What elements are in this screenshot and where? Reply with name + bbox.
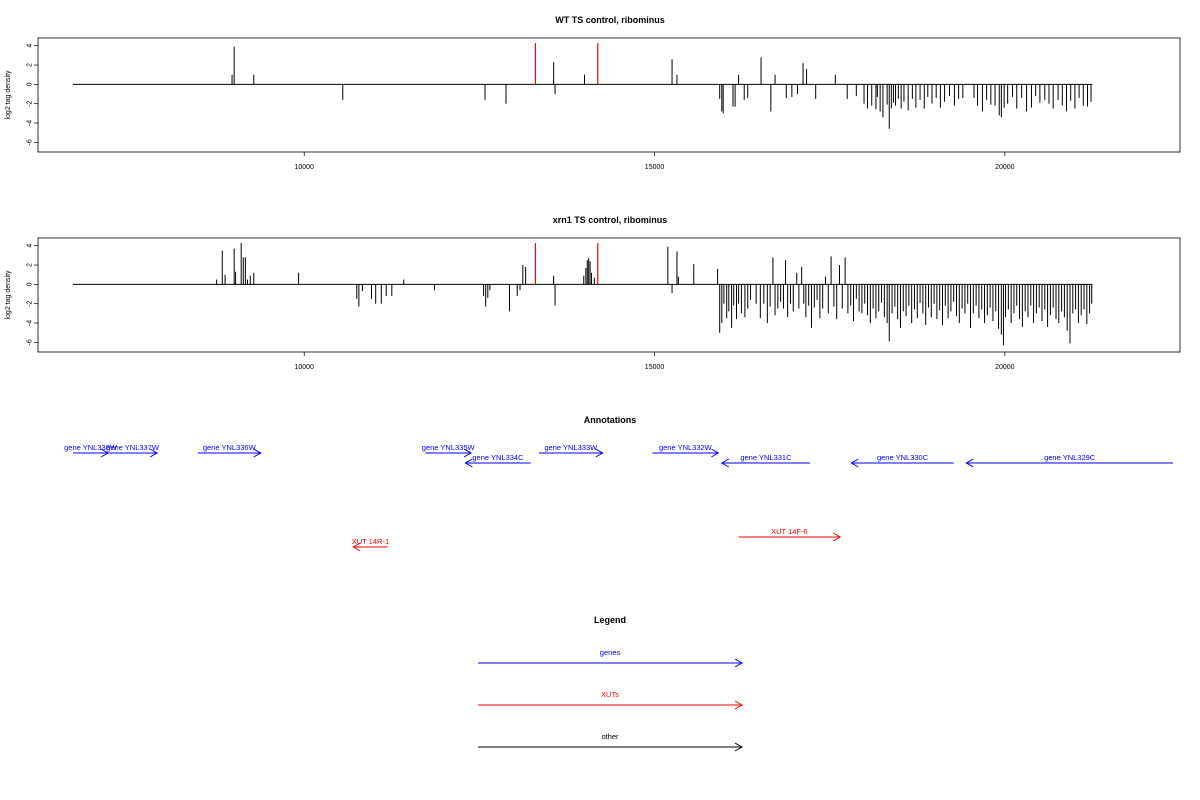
gene-arrow (652, 448, 720, 458)
xut-label: XUT 14F-6 (771, 527, 808, 536)
x-tick-label: 15000 (645, 164, 665, 171)
gene-arrow (73, 448, 110, 458)
feature-arrow-head (734, 742, 744, 752)
legend-gene-arrow (478, 658, 744, 668)
annotations-title: Annotations (584, 415, 637, 425)
legend-gene-label: genes (600, 648, 621, 657)
feature-arrow-head (100, 448, 110, 458)
y-tick-label: 2 (27, 63, 34, 67)
y-tick-label: -2 (27, 300, 34, 306)
y-tick-label: 0 (27, 282, 34, 286)
y-tick-label: 4 (27, 244, 34, 248)
x-tick-label: 20000 (995, 364, 1015, 371)
xrn1-plot-frame (37, 237, 1181, 353)
y-tick-label: -4 (27, 320, 34, 326)
xrn1-track-title: xrn1 TS control, ribominus (553, 215, 668, 225)
gene-label: gene YNL329C (1044, 453, 1096, 462)
gene-arrow (720, 458, 811, 468)
feature-arrow-head (595, 448, 604, 458)
feature-arrow-head (832, 532, 842, 542)
gene-arrow (108, 448, 159, 458)
wt-plot-frame (37, 37, 1181, 153)
xut-label: XUT 14R-1 (352, 537, 389, 546)
feature-arrow-head (352, 542, 361, 552)
y-tick-label: 0 (27, 82, 34, 86)
wt-density-bars (73, 46, 1093, 129)
legend-other-arrow (478, 742, 744, 752)
y-tick-label: -4 (27, 120, 34, 126)
gene-label: gene YNL337W (106, 443, 160, 452)
feature-arrow-head (463, 448, 472, 458)
gene-arrow (850, 458, 954, 468)
xrn1-track-panel: xrn1 TS control, ribominus log2 tag dens… (5, 215, 1181, 371)
wt-y-axis-label: log2 tag density (5, 70, 12, 120)
gene-arrow (965, 458, 1173, 468)
x-tick-label: 20000 (995, 164, 1015, 171)
gene-label: gene YNL330C (877, 453, 929, 462)
xrn1-position-markers (534, 243, 599, 285)
gene-arrow (538, 448, 604, 458)
legend-xut-arrow (478, 700, 744, 710)
y-tick-label: 2 (27, 263, 34, 267)
x-tick-label: 10000 (294, 164, 314, 171)
feature-arrow-head (711, 448, 720, 458)
wt-track-title: WT TS control, ribominus (555, 15, 665, 25)
legend-section: Legend genes XUTs other (478, 615, 744, 752)
y-tick-label: -2 (27, 100, 34, 106)
legend-other-label: other (601, 732, 619, 741)
legend-title: Legend (594, 615, 626, 625)
y-tick-label: 4 (27, 44, 34, 48)
gene-label: gene YNL333W (544, 443, 598, 452)
wt-x-axis: 10000 15000 20000 (294, 152, 1015, 171)
y-tick-label: -6 (27, 339, 34, 345)
xut-arrow (738, 532, 842, 542)
y-tick-label: -6 (27, 139, 34, 145)
gene-arrow (464, 458, 531, 468)
wt-position-markers (534, 43, 599, 85)
feature-arrow-head (253, 448, 262, 458)
feature-arrow-head (464, 458, 473, 468)
gene-label: gene YNL336W (203, 443, 257, 452)
xut-arrow (352, 542, 388, 552)
gene-label: gene YNL332W (659, 443, 713, 452)
xrn1-y-axis-label: log2 tag density (5, 270, 12, 320)
feature-arrow-head (734, 658, 744, 668)
xrn1-density-bars (73, 242, 1093, 346)
gene-label: gene YNL338W (64, 443, 118, 452)
feature-arrow-head (720, 458, 730, 468)
feature-arrow-head (965, 458, 974, 468)
gene-label: gene YNL334C (472, 453, 524, 462)
legend-xut-label: XUTs (601, 690, 619, 699)
x-tick-label: 10000 (294, 364, 314, 371)
legend-items: genes XUTs other (478, 648, 744, 752)
xrn1-x-axis: 10000 15000 20000 (294, 352, 1015, 371)
feature-arrow-head (850, 458, 859, 468)
xrn1-y-axis: 4 2 0 -2 -4 -6 (27, 244, 38, 345)
gene-arrow (425, 448, 472, 458)
wt-y-axis: 4 2 0 -2 -4 -6 (27, 44, 38, 145)
x-tick-label: 15000 (645, 364, 665, 371)
gene-label: gene YNL331C (740, 453, 792, 462)
feature-arrow-head (734, 700, 744, 710)
gene-label: gene YNL335W (422, 443, 476, 452)
feature-arrow-head (149, 448, 159, 458)
gene-arrow (197, 448, 262, 458)
wt-track-panel: WT TS control, ribominus log2 tag densit… (5, 15, 1181, 171)
